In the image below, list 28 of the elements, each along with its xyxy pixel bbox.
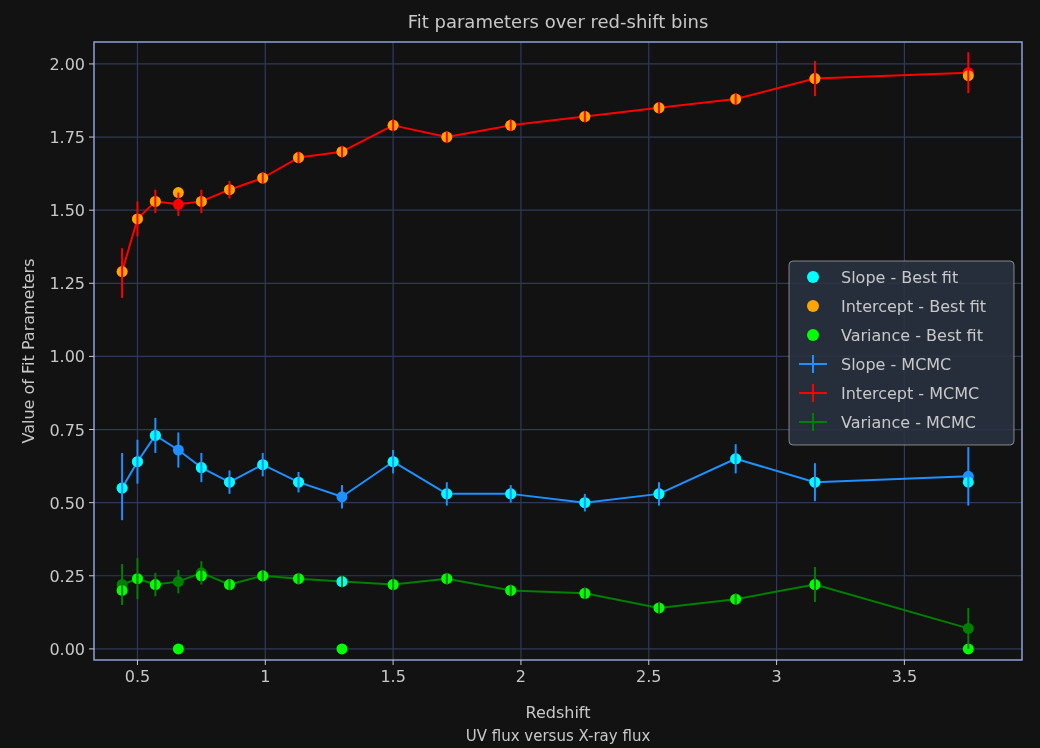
y-tick-label: 0.75 bbox=[49, 420, 85, 440]
y-tick-label: 0.25 bbox=[49, 566, 85, 586]
x-tick-label: 2 bbox=[515, 667, 527, 686]
x-tick-label: 1.5 bbox=[380, 667, 406, 686]
x-tick-label: 2.5 bbox=[636, 667, 662, 686]
y-axis-title: Value of Fit Parameters bbox=[19, 258, 38, 444]
chart-title: Fit parameters over red-shift bins bbox=[407, 11, 709, 32]
y-tick-label: 1.00 bbox=[49, 347, 85, 367]
y-tick-label: 1.50 bbox=[49, 201, 85, 221]
legend-label: Variance - Best fit bbox=[841, 326, 983, 345]
y-tick-label: 2.00 bbox=[49, 54, 85, 74]
x-tick-label: 0.5 bbox=[124, 667, 151, 686]
legend-label: Intercept - Best fit bbox=[841, 297, 987, 316]
y-tick-label: 0.50 bbox=[49, 493, 85, 513]
x-tick-label: 3.5 bbox=[891, 667, 918, 686]
x-axis-title: Redshift bbox=[525, 703, 591, 722]
x-tick-label: 1 bbox=[260, 667, 271, 686]
legend-label: Slope - MCMC bbox=[841, 355, 952, 374]
legend-label: Variance - MCMC bbox=[841, 413, 977, 432]
point bbox=[336, 643, 348, 655]
y-tick-label: 1.75 bbox=[49, 128, 85, 148]
legend-label: Slope - Best fit bbox=[841, 268, 959, 287]
text: UV flux versus X-ray flux bbox=[465, 727, 651, 745]
y-tick-label: 1.25 bbox=[49, 274, 85, 294]
x-tick-label: 3 bbox=[771, 667, 782, 686]
y-tick-label: 0.00 bbox=[49, 639, 85, 659]
point bbox=[172, 643, 184, 655]
legend-label: Intercept - MCMC bbox=[841, 384, 980, 403]
